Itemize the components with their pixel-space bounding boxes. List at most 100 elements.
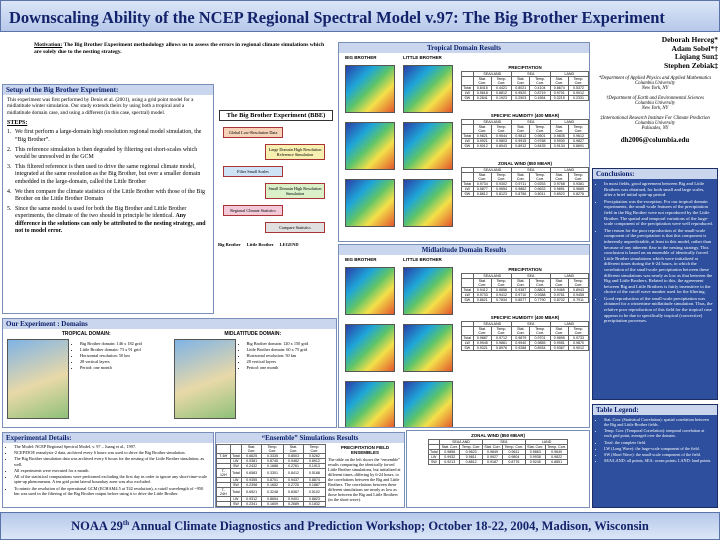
column-header: Stat. Corr. (439, 444, 461, 450)
affiliation-line: Columbia University (634, 100, 676, 106)
step-number: 5. (7, 206, 12, 213)
table-cell: SW (461, 297, 474, 303)
column-header: Temp. Corr. (567, 172, 589, 182)
diagram-title: The Big Brother Experiment (BBE) (219, 110, 333, 121)
legend-item: Stat. Corr. (Statistical Correlation): s… (604, 417, 713, 427)
result-table: SPECIFIC HUMIDITY (400 MBAR) SEA/LAND SEA L… (461, 315, 589, 351)
table-row: Stat. Corr. Temp. Corr. Stat. Corr. Temp. C… (427, 444, 569, 450)
table-cell: 0.6583 (241, 468, 262, 478)
domain-item: Big Brother domain: 120 x 150 grid (247, 341, 335, 346)
diagram-box: Small Domain High Resolution Simulation (265, 183, 325, 199)
table-cell: SW (461, 143, 474, 149)
table-cell: 0.8123 (491, 191, 513, 197)
table-row: SW 0.2341 0.1609 0.2689 0.1832 (216, 501, 327, 507)
tropical-results: Tropical Domain Results BIG BROTHER LITTLE… (338, 42, 590, 242)
table-cell: 0.2841 (472, 95, 493, 101)
table-row: Stat. Corr. Temp. Corr. Stat. Corr. Temp. C… (461, 326, 589, 336)
motivation-text: The Big Brother Experiment methodology a… (34, 42, 325, 55)
table-row: SW 0.9012 0.8543 0.8912 0.8435 0.9134 0.8691 (461, 143, 589, 149)
column-header: Stat. Corr. (241, 444, 262, 454)
column-header: Stat. Corr. (511, 326, 531, 336)
legend-item: Temp. Corr. (Temporal Correlation): temp… (604, 428, 713, 438)
table-cell: 0.2689 (283, 501, 304, 507)
step-text-body: Since the same model is used for both th… (15, 206, 187, 220)
map-image (403, 324, 453, 372)
table-cell: 0.5102 (302, 487, 327, 497)
column-header: Temp. Corr. (260, 444, 285, 454)
table-cell: 0.8276 (567, 191, 589, 197)
table-row: T-12H Total 0.6583 0.3301 0.8412 0.5188 (216, 468, 327, 478)
map-image (345, 267, 395, 315)
column-header: Stat. Corr. (511, 278, 531, 288)
footer-sup: th (122, 519, 130, 527)
conclusions-list: In most fields, good agreement between B… (597, 181, 713, 324)
table-cell: 0.3215 (549, 95, 569, 101)
result-table: ZONAL WIND (850 MBAR) SEA/LAND SEA LAND Stat… (461, 161, 589, 197)
column-header: Stat. Corr. (549, 172, 569, 182)
column-header: Temp. Corr. (529, 172, 551, 182)
table-cell: SW (427, 459, 441, 465)
table-cell: SW (461, 345, 474, 351)
result-table: ZONAL WIND (850 MBAR) SEA/LAND SEA LAND Stat… (407, 433, 589, 465)
footer-text: NOAA 29th Annual Climate Diagnostics and… (1, 513, 719, 534)
table-title: ZONAL WIND (850 MBAR) (471, 433, 525, 438)
table-cell (461, 278, 474, 288)
map-image (403, 179, 453, 227)
legend-item: SEA/LAND: all points; SEA: ocean points;… (604, 458, 713, 463)
column-header: Temp. Corr. (529, 326, 551, 336)
email: dh2006@columbia.edu (620, 135, 690, 144)
table-cell: 0.9367 (549, 345, 569, 351)
table-title: PRECIPITATION (508, 267, 542, 272)
footer-rest: Annual Climate Diagnostics and Predictio… (129, 519, 649, 534)
table-cell: T-12H (216, 468, 231, 478)
domain-item: Period: one month (80, 365, 168, 370)
table-row: SW 0.2432 0.1688 0.2761 0.1913 (216, 463, 327, 469)
column-header: Temp. Corr. (502, 444, 526, 450)
map-title: LITTLE BROTHER (403, 257, 442, 262)
table-cell: 0.2341 (241, 501, 262, 507)
section-body: BIG BROTHER LITTLE BROTHER PRECIPITATION SE… (339, 255, 589, 427)
affiliation-line: †Department of Earth and Environmental S… (605, 95, 704, 101)
table-row: SW 0.2398 0.1652 0.2720 0.1887 (216, 482, 327, 488)
details-panel: Experimental Details: The Model: NCEP Re… (2, 432, 214, 508)
result-table: PRECIPITATION SEA/LAND SEA LAND Stat. Corr. T… (461, 65, 589, 101)
author-name: Liqiang Sun‡ (674, 52, 718, 62)
table-row: LW 0.9618 0.8812 0.9520 0.8719 0.9701 0.9012 (461, 90, 589, 96)
table-cell: 0.2503 (511, 95, 531, 101)
column-header: Stat. Corr. (472, 76, 493, 86)
setup-panel: Setup of the Big Brother Experiment: Thi… (2, 84, 214, 314)
legend-panel: Table Legend: Stat. Corr. (Statistical C… (592, 404, 718, 508)
column-header: Stat. Corr. (481, 444, 504, 450)
table-cell (461, 76, 474, 86)
setup-body: This experiment was first performed by D… (3, 95, 213, 240)
column-header: Stat. Corr. (549, 326, 569, 336)
step-text-body: This reference simulation is then degrad… (15, 146, 198, 160)
table-row: SW 0.8812 0.8123 0.8756 0.8011 0.8923 0.8276 (461, 191, 589, 197)
authors: Deborah Herceg* Adam Sobel*† Liqiang Sun‡ S… (592, 35, 718, 164)
table-cell: 0.8367 (283, 487, 304, 497)
column-header: Temp. Corr. (491, 124, 513, 134)
affiliation-line: New York, NY (641, 105, 669, 111)
table-row: LW 0.9381 0.8745 0.9462 0.8912 (216, 458, 327, 464)
motivation-label: Motivation: (34, 42, 63, 48)
column-header: Temp. Corr. (567, 124, 589, 134)
domain-item: Little Brother domain: 60 x 75 grid (247, 347, 335, 352)
table-cell: 0.8011 (529, 191, 551, 197)
step: 2. This reference simulation is then degr… (7, 147, 209, 161)
table-cell (216, 501, 231, 507)
table-cell: 0.9213 (439, 459, 461, 465)
domains-title: Our Experiment : Domains (3, 319, 336, 329)
domain-items: Big Brother domain: 120 x 150 gridLittle… (240, 341, 335, 371)
table-cell: 0.8812 (472, 191, 493, 197)
table-column: PRECIPITATION SEA/LAND SEA LAND Stat. Corr. T… (461, 265, 589, 363)
table-title: SPECIFIC HUMIDITY (400 MBAR) (490, 113, 560, 118)
conclusions-panel: Conclusions: In most fields, good agreem… (592, 168, 718, 400)
table-cell: 0.8702 (549, 297, 569, 303)
author-name: Adam Sobel*† (671, 43, 718, 53)
table: SEA/LAND SEA LAND Stat. Corr. Temp. Corr. Sta… (461, 273, 589, 303)
column-header: Temp. Corr. (529, 124, 551, 134)
column-header (229, 444, 243, 454)
column-header: Stat. Corr. (511, 76, 531, 86)
column-header: Stat. Corr. (549, 278, 569, 288)
table-column: PRECIPITATION SEA/LAND SEA LAND Stat. Corr. T… (461, 63, 589, 209)
